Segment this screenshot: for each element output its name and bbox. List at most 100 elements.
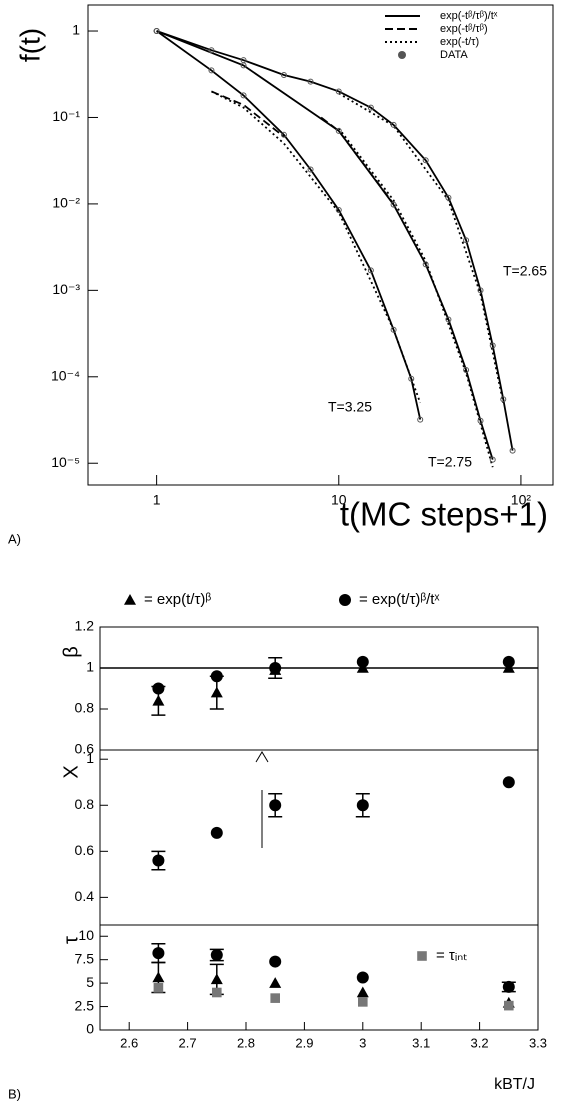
- marker-circle: [152, 854, 165, 867]
- data-point: [280, 131, 287, 138]
- data-point: [408, 375, 415, 382]
- fit-curve: [156, 30, 514, 451]
- data-point: [208, 67, 215, 74]
- y-tick-label: 0.6: [75, 842, 95, 858]
- data-point: [477, 417, 484, 424]
- x-tick-label: 2.7: [179, 1035, 197, 1050]
- data-point: [509, 447, 516, 454]
- data-point: [477, 287, 484, 294]
- y-axis-label: β: [60, 646, 82, 658]
- data-point: [445, 194, 452, 201]
- legend-label: exp(-t/τ): [440, 36, 479, 48]
- x-axis-label: kBT/J: [494, 1076, 535, 1093]
- fit-curve: [211, 90, 422, 404]
- marker-square: [358, 997, 368, 1007]
- y-tick-label: 10⁻⁵: [51, 454, 80, 470]
- data-point: [335, 127, 342, 134]
- legend-label: = exp(t/τ)ᵝ/tˣ: [359, 591, 439, 608]
- y-axis-label: τ: [60, 936, 82, 944]
- x-tick-label: 1: [153, 492, 161, 508]
- arrow-head: [255, 751, 269, 763]
- data-point: [240, 92, 247, 99]
- marker-circle: [356, 655, 369, 668]
- frame-tau: [99, 924, 539, 1031]
- annotation: T=2.75: [428, 454, 472, 470]
- fit-curve: [156, 30, 422, 420]
- marker-triangle: [269, 977, 282, 988]
- marker-circle: [339, 594, 351, 606]
- legend-label: = exp(t/τ)ᵝ: [144, 591, 211, 608]
- data-point: [153, 28, 160, 35]
- x-tick-label: 2.6: [120, 1035, 138, 1050]
- fit-curve: [338, 92, 505, 403]
- frame-x: [99, 749, 539, 926]
- x-tick-label: 2.9: [295, 1035, 313, 1050]
- fit-curve: [338, 127, 494, 468]
- data-point: [307, 166, 314, 173]
- y-tick-label: 0: [86, 1021, 94, 1037]
- panel-label: A): [8, 531, 21, 546]
- y-axis-label: X: [60, 765, 82, 778]
- y-tick-label: 0.8: [75, 700, 95, 716]
- marker-circle: [502, 655, 515, 668]
- marker-circle: [356, 971, 369, 984]
- y-tick-label: 10: [78, 927, 94, 943]
- legend-marker: [398, 51, 406, 59]
- marker-circle: [210, 826, 223, 839]
- data-point: [208, 47, 215, 54]
- y-tick-label: 10⁻⁴: [51, 367, 80, 383]
- marker-circle: [152, 947, 165, 960]
- annotation: T=2.65: [503, 263, 547, 279]
- data-point: [422, 261, 429, 268]
- y-tick-label: 1: [72, 22, 80, 38]
- data-point: [500, 396, 507, 403]
- marker-square: [504, 1000, 514, 1011]
- marker-circle: [210, 949, 223, 961]
- x-axis-label: t(MC steps+1): [340, 496, 548, 533]
- y-tick-label: 2.5: [75, 997, 95, 1013]
- data-point: [489, 456, 496, 463]
- x-tick-label: 3.1: [412, 1035, 430, 1050]
- frame-beta: [99, 626, 539, 751]
- marker-triangle: [152, 971, 165, 983]
- marker-triangle: [152, 694, 165, 706]
- data-point: [335, 88, 342, 95]
- annotation: T=3.25: [328, 399, 372, 415]
- x-tick-label: 10: [331, 492, 347, 508]
- data-point: [390, 326, 397, 333]
- data-point: [463, 237, 470, 244]
- y-tick-label: 7.5: [75, 950, 95, 966]
- marker-circle: [269, 662, 282, 674]
- data-point: [367, 104, 374, 111]
- fit-curve: [156, 30, 494, 460]
- x-tick-label: 3.2: [471, 1035, 489, 1050]
- marker-circle: [152, 682, 165, 695]
- marker-triangle: [210, 973, 223, 985]
- data-point: [463, 366, 470, 373]
- data-point: [390, 201, 397, 208]
- data-point: [280, 71, 287, 78]
- x-tick-label: 3: [359, 1035, 366, 1050]
- data-point: [367, 267, 374, 274]
- data-point: [445, 316, 452, 323]
- legend-label: DATA: [440, 49, 468, 61]
- marker-circle: [356, 799, 369, 812]
- y-tick-label: 1: [86, 659, 94, 675]
- fit-curve: [320, 116, 395, 205]
- marker-square: [417, 951, 427, 961]
- marker-triangle: [356, 986, 369, 998]
- data-point: [417, 416, 424, 423]
- data-point: [335, 207, 342, 214]
- y-tick-label: 5: [86, 974, 94, 990]
- x-tick-label: 3.3: [529, 1035, 547, 1050]
- data-point: [307, 78, 314, 85]
- y-tick-label: 10⁻¹: [52, 108, 80, 124]
- marker-square: [270, 993, 280, 1003]
- marker-triangle: [210, 686, 223, 698]
- x-tick-label: 2.8: [237, 1035, 255, 1050]
- marker-square: [212, 987, 222, 998]
- legend-label: exp(-tᵝ/τᵝ): [440, 23, 488, 35]
- marker-circle: [269, 955, 282, 968]
- data-point: [489, 342, 496, 349]
